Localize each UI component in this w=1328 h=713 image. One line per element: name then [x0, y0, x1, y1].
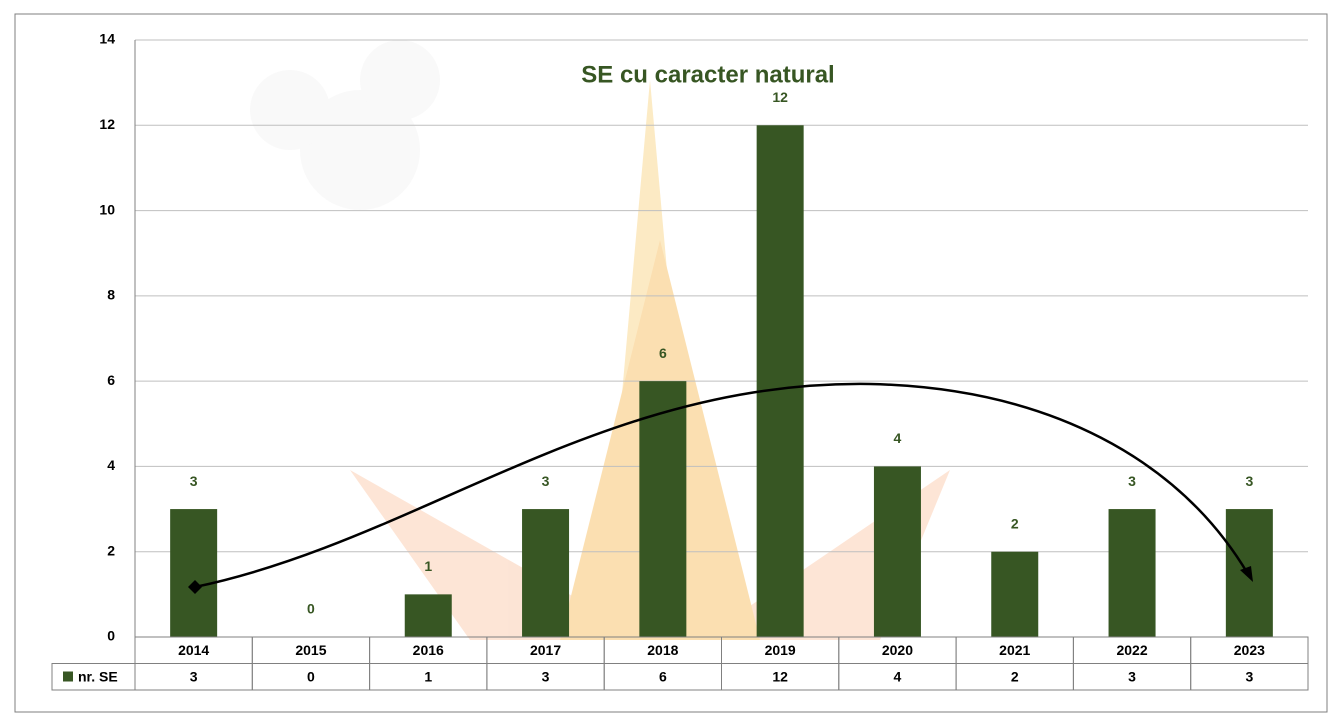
legend-label: nr. SE	[78, 668, 118, 684]
watermark-circle	[360, 40, 440, 120]
y-tick-label: 0	[107, 628, 115, 644]
x-tick-label: 2018	[647, 642, 678, 658]
table-value: 3	[190, 668, 198, 684]
x-tick-label: 2015	[295, 642, 326, 658]
x-tick-label: 2022	[1116, 642, 1147, 658]
bar	[873, 466, 921, 637]
y-tick-label: 4	[107, 457, 115, 473]
y-tick-label: 10	[99, 201, 115, 217]
bar	[404, 594, 452, 637]
table-value: 1	[424, 668, 432, 684]
chart-frame	[14, 13, 1328, 713]
watermark-circle	[300, 90, 420, 210]
x-tick-label: 2021	[999, 642, 1030, 658]
legend-key	[63, 671, 73, 682]
data-label: 6	[659, 345, 667, 361]
table-cell	[1190, 663, 1309, 691]
data-label: 3	[1245, 473, 1253, 489]
y-tick-label: 2	[107, 542, 115, 558]
data-label: 3	[542, 473, 550, 489]
trend-curve	[194, 382, 1250, 589]
watermark-ray	[350, 470, 650, 640]
data-label: 1	[424, 558, 432, 574]
data-label: 4	[894, 430, 902, 446]
x-tick-label: 2023	[1234, 642, 1265, 658]
table-value: 0	[307, 668, 315, 684]
bar	[756, 125, 804, 638]
background-watermark	[250, 40, 950, 640]
x-tick-label: 2020	[882, 642, 913, 658]
table-value: 6	[659, 668, 667, 684]
x-tick-label: 2014	[178, 642, 209, 658]
data-label: 3	[190, 473, 198, 489]
table-cell	[51, 663, 136, 691]
bar	[639, 381, 687, 637]
data-label: 12	[772, 89, 788, 105]
y-tick-label: 12	[99, 116, 115, 132]
bar	[1108, 509, 1156, 637]
bar	[991, 551, 1039, 637]
watermark-circle	[250, 70, 330, 150]
chart-title: SE cu caracter natural	[581, 61, 834, 88]
data-label: 2	[1011, 515, 1019, 531]
table-value: 2	[1011, 668, 1019, 684]
bar	[170, 509, 218, 637]
trend-arrowhead	[1240, 566, 1253, 582]
data-label: 3	[1128, 473, 1136, 489]
x-tick-label: 2017	[530, 642, 561, 658]
table-value: 3	[1128, 668, 1136, 684]
trend-start	[188, 580, 202, 594]
table-value: 4	[894, 668, 902, 684]
table-value: 3	[1245, 668, 1253, 684]
x-tick-label: 2016	[413, 642, 444, 658]
y-tick-label: 6	[107, 372, 115, 388]
x-tick-label: 2019	[765, 642, 796, 658]
trend-arrow	[188, 382, 1253, 594]
plot: 0 2 4 6 8 10 12 14 3 2014 3 0 2015 0 1 2016 1 3 2017 3 6 2018…	[51, 31, 1309, 691]
data-label: 0	[307, 601, 315, 617]
y-tick-label: 14	[99, 31, 115, 47]
table-value: 12	[772, 668, 788, 684]
bar	[522, 509, 570, 637]
table-value: 3	[542, 668, 550, 684]
y-tick-label: 8	[107, 287, 115, 303]
